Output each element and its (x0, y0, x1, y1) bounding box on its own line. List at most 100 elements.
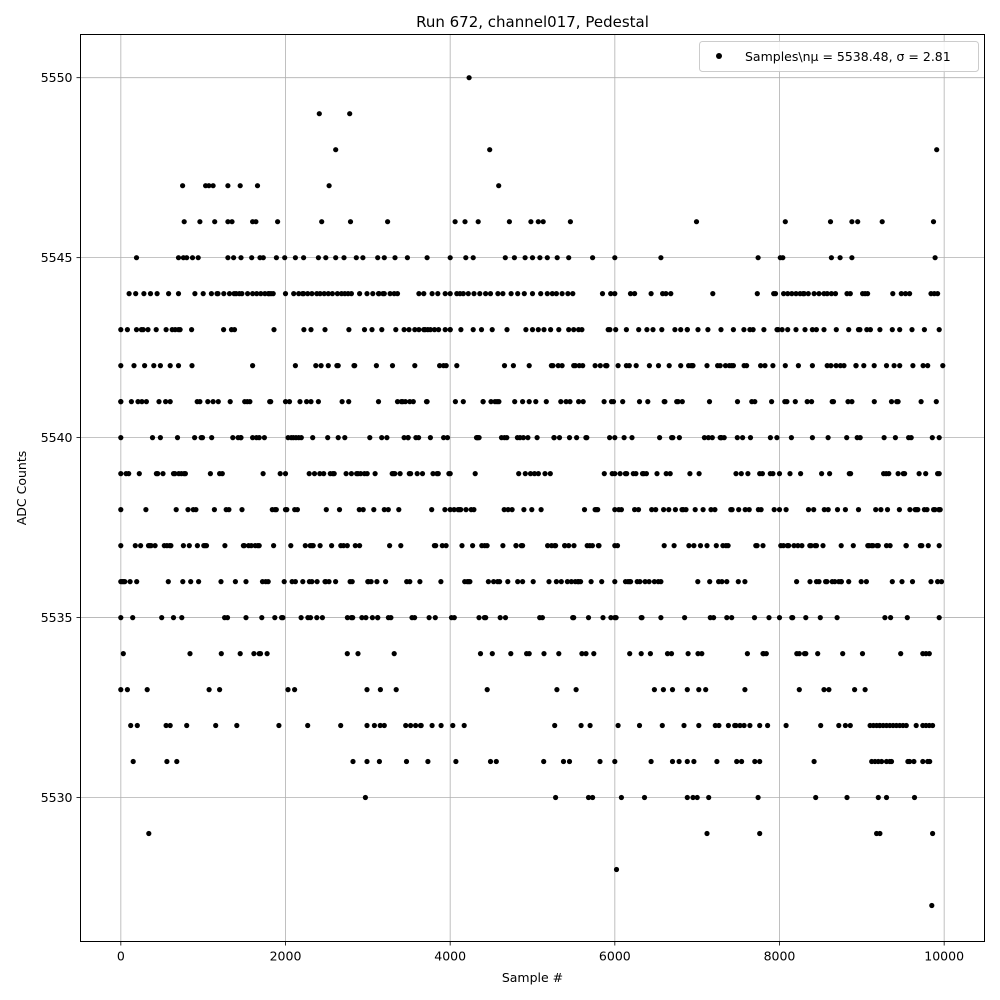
data-point (197, 219, 203, 225)
data-point (138, 327, 144, 333)
data-point (567, 219, 574, 225)
data-point (636, 722, 643, 729)
data-point (237, 651, 243, 657)
data-point (467, 579, 473, 585)
data-point (825, 507, 831, 513)
data-point (526, 363, 532, 369)
data-point (696, 687, 702, 693)
data-point (590, 255, 596, 261)
data-point (205, 399, 211, 405)
data-point (412, 363, 418, 369)
data-point (443, 543, 449, 549)
data-point (401, 435, 407, 441)
data-point (347, 219, 354, 225)
data-point (770, 363, 776, 369)
data-point (118, 507, 124, 513)
data-point (669, 758, 676, 765)
data-point (654, 471, 660, 477)
data-point (903, 722, 909, 729)
data-point (607, 435, 613, 441)
data-point (827, 219, 834, 225)
data-point (495, 291, 501, 297)
data-point (883, 363, 890, 369)
data-point (584, 435, 590, 441)
data-point (254, 291, 260, 297)
data-point (346, 327, 352, 333)
data-point (323, 579, 329, 585)
data-point (497, 579, 503, 585)
data-point (377, 687, 383, 693)
data-point (157, 435, 163, 441)
data-point (781, 291, 787, 297)
data-point (888, 615, 894, 621)
data-point (671, 543, 677, 549)
data-point (818, 722, 824, 729)
data-point (427, 327, 433, 333)
data-point (555, 363, 561, 369)
data-point (566, 435, 573, 441)
data-point (548, 363, 555, 369)
data-point (222, 543, 228, 549)
data-point (919, 543, 925, 549)
data-point (470, 255, 476, 261)
data-point (298, 435, 304, 441)
data-point (695, 651, 701, 657)
data-point (825, 435, 831, 441)
data-point (120, 651, 126, 657)
data-point (264, 651, 270, 657)
data-point (811, 507, 817, 513)
data-point (458, 327, 464, 333)
data-point (761, 327, 767, 333)
data-point (798, 471, 804, 477)
data-point (545, 543, 551, 549)
data-point (192, 291, 198, 297)
data-point (897, 327, 903, 333)
data-point (259, 615, 265, 621)
data-point (391, 651, 397, 657)
data-point (453, 758, 459, 765)
data-point (494, 399, 500, 405)
data-point (783, 722, 789, 729)
data-point (779, 327, 785, 333)
data-point (322, 327, 328, 333)
data-point (653, 507, 659, 513)
data-point (639, 615, 645, 621)
data-point (362, 794, 368, 801)
data-point (314, 615, 320, 621)
data-point (890, 291, 896, 297)
data-point (877, 327, 883, 333)
data-point (408, 471, 414, 477)
data-point (651, 687, 658, 693)
data-point (661, 543, 667, 549)
data-point (554, 687, 560, 693)
data-point (432, 615, 438, 621)
data-point (463, 255, 469, 261)
data-point (282, 291, 289, 297)
data-point (902, 291, 909, 297)
data-point (541, 758, 547, 765)
data-point (819, 471, 825, 477)
data-point (266, 291, 272, 297)
data-point (904, 615, 910, 621)
data-point (429, 722, 435, 729)
chart-title: Run 672, channel017, Pedestal (416, 13, 649, 31)
data-point (604, 363, 610, 369)
data-point (174, 435, 181, 441)
data-point (809, 435, 816, 441)
data-point (696, 722, 702, 729)
data-point (686, 543, 692, 549)
x-tick-label: 0 (117, 949, 125, 964)
data-point (500, 291, 506, 297)
x-axis-label: Sample # (502, 970, 563, 985)
data-point (623, 327, 630, 333)
data-point (427, 435, 433, 441)
data-point (346, 399, 352, 405)
data-point (272, 615, 278, 621)
data-point (358, 471, 364, 477)
data-point (925, 758, 931, 765)
data-point (203, 543, 210, 549)
data-point (340, 543, 347, 549)
data-point (916, 471, 922, 477)
data-point (707, 615, 713, 621)
data-point (277, 471, 283, 477)
